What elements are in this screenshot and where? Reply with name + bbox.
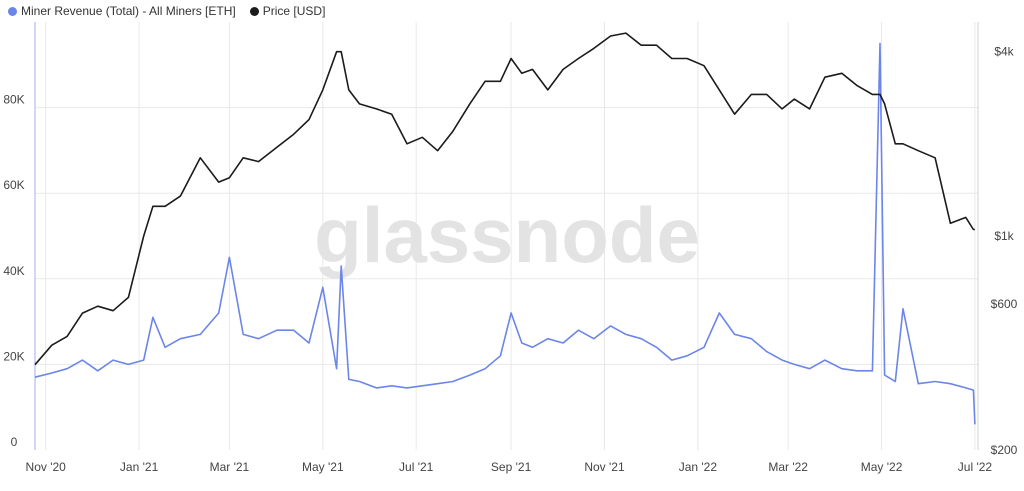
y-right-tick-label: $1k	[994, 229, 1014, 243]
y-right-tick-label: $600	[991, 297, 1018, 311]
y-left-tick-label: 80K	[3, 93, 24, 107]
legend-item-miner[interactable]: Miner Revenue (Total) - All Miners [ETH]	[8, 4, 236, 18]
x-tick-label: Jan '22	[679, 460, 718, 474]
miner-dot-icon	[8, 6, 17, 16]
y-right-tick-label: $200	[991, 443, 1018, 457]
y-left-tick-label: 60K	[3, 178, 24, 192]
series-layer	[34, 32, 976, 425]
x-tick-label: Jul '21	[399, 460, 434, 474]
legend-label-miner: Miner Revenue (Total) - All Miners [ETH]	[21, 4, 236, 18]
axis-layer: Nov '20 Jan '21 Mar '21 May '21 Jul '21 Sep '…	[3, 45, 1017, 474]
legend: Miner Revenue (Total) - All Miners [ETH]…	[8, 4, 325, 18]
x-tick-label: Jul '22	[958, 460, 993, 474]
x-tick-label: Jan '21	[120, 460, 159, 474]
x-tick-label: Nov '21	[584, 460, 625, 474]
x-tick-label: Mar '21	[210, 460, 250, 474]
x-tick-label: May '22	[861, 460, 903, 474]
x-tick-label: Nov '20	[26, 460, 67, 474]
y-left-tick-label: 40K	[3, 264, 24, 278]
price-dot-icon	[249, 6, 259, 16]
x-tick-label: Sep '21	[491, 460, 532, 474]
x-tick-label: Mar '22	[768, 460, 808, 474]
watermark: glassnode	[314, 191, 700, 279]
legend-item-price[interactable]: Price [USD]	[249, 4, 326, 18]
price-line	[34, 32, 975, 366]
legend-label-price: Price [USD]	[262, 4, 326, 18]
grid-layer	[35, 22, 978, 450]
y-left-tick-label: 0	[11, 435, 18, 449]
y-left-tick-label: 20K	[3, 349, 24, 363]
x-tick-label: May '21	[302, 460, 344, 474]
y-right-tick-label: $4k	[994, 45, 1014, 59]
miner-revenue-line	[34, 42, 976, 425]
